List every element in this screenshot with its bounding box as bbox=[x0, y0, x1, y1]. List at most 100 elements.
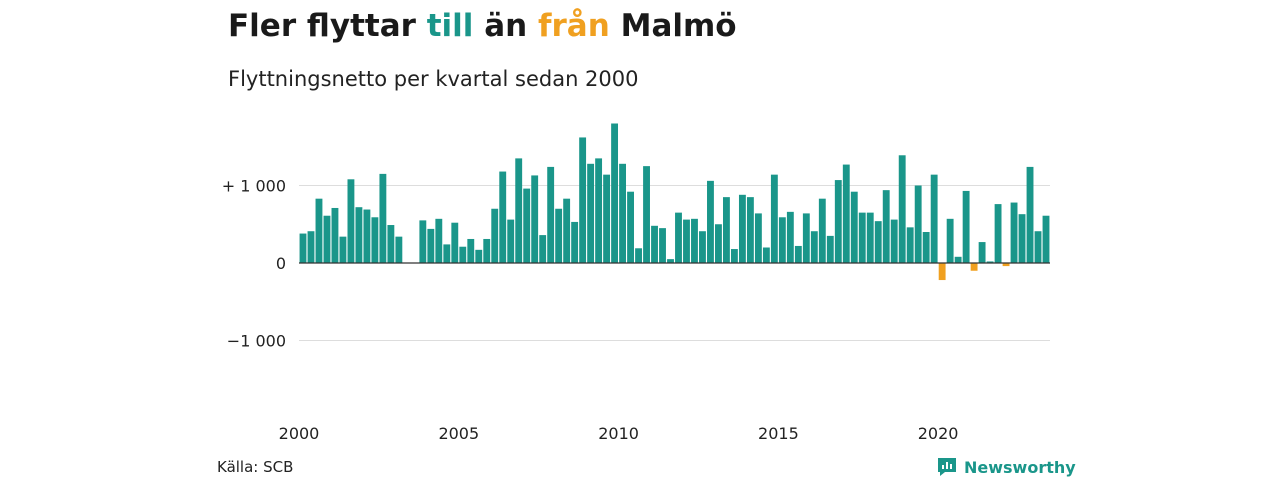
bar bbox=[699, 231, 706, 263]
bar bbox=[299, 233, 307, 263]
bar bbox=[563, 198, 571, 263]
bar bbox=[475, 249, 483, 263]
bar bbox=[1002, 263, 1010, 267]
bar bbox=[802, 213, 810, 263]
bar bbox=[970, 263, 978, 271]
bar bbox=[994, 204, 1002, 263]
bar bbox=[810, 231, 818, 263]
bar bbox=[786, 211, 794, 263]
bar bbox=[595, 158, 603, 264]
bar bbox=[387, 225, 395, 263]
bar bbox=[531, 175, 539, 263]
bar bbox=[483, 238, 491, 263]
x-tick-label: 2015 bbox=[758, 424, 799, 443]
bar bbox=[930, 174, 938, 263]
bar bbox=[587, 163, 595, 263]
bar bbox=[762, 247, 770, 263]
bar bbox=[1018, 214, 1026, 263]
title-mid: än bbox=[484, 8, 528, 44]
x-axis-ticks: 2000 2005 2010 2015 2020 bbox=[279, 424, 959, 443]
title-part2: Malmö bbox=[620, 8, 737, 44]
bar bbox=[778, 217, 786, 263]
bar bbox=[467, 238, 475, 263]
bar bbox=[339, 236, 347, 263]
bar bbox=[667, 259, 674, 264]
bar bbox=[922, 232, 930, 263]
bar bbox=[675, 212, 682, 264]
bar bbox=[890, 219, 898, 263]
bar bbox=[355, 207, 363, 263]
bar bbox=[315, 198, 323, 263]
y-axis-ticks: + 1 000 0 −1 000 bbox=[222, 177, 286, 351]
bar bbox=[627, 191, 634, 263]
bar bbox=[371, 217, 379, 263]
bar bbox=[603, 174, 611, 263]
bar bbox=[858, 212, 866, 264]
bar bbox=[938, 263, 946, 281]
bar bbox=[547, 166, 555, 263]
bar bbox=[347, 179, 355, 263]
title-from: från bbox=[538, 8, 610, 44]
bar bbox=[323, 215, 331, 263]
y-tick-label: + 1 000 bbox=[222, 177, 286, 196]
bar bbox=[435, 218, 443, 263]
bar bbox=[898, 155, 906, 263]
bar bbox=[1026, 166, 1034, 263]
bar bbox=[826, 235, 834, 264]
title-part1: Fler flyttar bbox=[228, 8, 416, 44]
bar bbox=[691, 218, 698, 263]
bars bbox=[299, 123, 1050, 281]
bar bbox=[515, 158, 523, 264]
bar bbox=[307, 231, 315, 263]
bar bbox=[707, 180, 714, 263]
x-tick-label: 2005 bbox=[438, 424, 479, 443]
bar bbox=[683, 219, 690, 263]
bar bbox=[555, 208, 563, 263]
bar bbox=[491, 208, 499, 263]
bar bbox=[723, 197, 730, 264]
bar bbox=[715, 224, 722, 263]
x-tick-label: 2010 bbox=[598, 424, 639, 443]
title-to: till bbox=[426, 8, 474, 44]
bar bbox=[986, 261, 994, 263]
bar bbox=[730, 249, 738, 263]
bar bbox=[571, 221, 579, 263]
bar bbox=[770, 174, 778, 263]
bar bbox=[738, 194, 746, 263]
bar bbox=[754, 213, 762, 263]
bar bbox=[395, 236, 403, 263]
bar bbox=[962, 190, 970, 263]
bar bbox=[427, 228, 435, 263]
bar bbox=[842, 164, 850, 263]
bar bbox=[882, 190, 890, 263]
bar bbox=[874, 221, 882, 263]
bar bbox=[499, 171, 507, 263]
bar bbox=[794, 245, 802, 263]
brand[interactable]: Newsworthy bbox=[936, 456, 1076, 478]
bar bbox=[443, 244, 451, 263]
x-tick-label: 2020 bbox=[918, 424, 959, 443]
chart-title: Fler flyttar till än från Malmö bbox=[228, 8, 737, 44]
bar-chart: + 1 000 0 −1 000 2000 2005 2010 2015 2020 bbox=[222, 123, 1050, 443]
grid-lines bbox=[299, 185, 1050, 341]
bar bbox=[379, 173, 387, 264]
bar bbox=[611, 123, 619, 263]
bar bbox=[914, 185, 922, 263]
chart-subtitle: Flyttningsnetto per kvartal sedan 2000 bbox=[228, 67, 639, 91]
bar bbox=[946, 218, 954, 263]
bar bbox=[651, 225, 658, 263]
y-tick-label: 0 bbox=[276, 254, 286, 273]
bar bbox=[818, 198, 826, 263]
bar bbox=[635, 248, 642, 263]
source-label: Källa: SCB bbox=[217, 458, 294, 476]
newsworthy-logo-icon bbox=[938, 458, 956, 476]
bar bbox=[539, 235, 547, 263]
bar bbox=[579, 137, 587, 263]
bar bbox=[866, 212, 874, 264]
bar bbox=[746, 197, 754, 264]
bar bbox=[906, 227, 914, 263]
bar bbox=[978, 242, 986, 263]
bar bbox=[419, 220, 427, 264]
bar bbox=[834, 180, 842, 263]
bar bbox=[363, 209, 371, 263]
